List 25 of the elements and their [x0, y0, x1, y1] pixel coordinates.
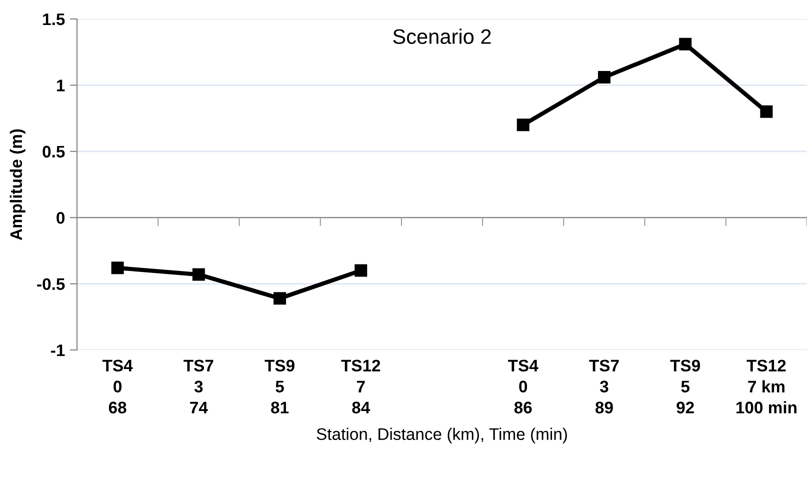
x-tick-label: TS12 7 84 [341, 360, 380, 414]
x-tick-label: TS4 0 86 [508, 360, 538, 414]
point [354, 264, 368, 277]
point [192, 268, 205, 281]
point [598, 71, 610, 84]
x-tick-label: TS9 5 81 [264, 360, 294, 414]
point [274, 292, 286, 305]
x-tick-label: TS12 7 km 100 min [736, 360, 796, 414]
y-tick-label: -0.5 [37, 278, 65, 290]
y-tick-label: -1 [51, 344, 65, 356]
point [760, 105, 773, 118]
x-tick-label: TS7 3 89 [589, 360, 619, 414]
x-tick-label: TS7 3 74 [184, 360, 214, 414]
chart-title: Scenario 2 [393, 28, 491, 44]
x-tick-label: TS9 5 92 [670, 360, 700, 414]
x-axis-title: Station, Distance (km), Time (min) [316, 428, 567, 444]
y-axis-title: Amplitude (m) [10, 129, 26, 240]
y-tick-label: 0.5 [42, 146, 65, 158]
y-tick-label: 1.5 [43, 14, 65, 26]
point [111, 262, 124, 274]
x-tick-label: TS4 0 68 [102, 360, 133, 414]
point [516, 118, 530, 132]
y-tick-label: 0 [56, 212, 65, 224]
y-tick-label: 1 [56, 80, 65, 92]
point [679, 38, 692, 50]
